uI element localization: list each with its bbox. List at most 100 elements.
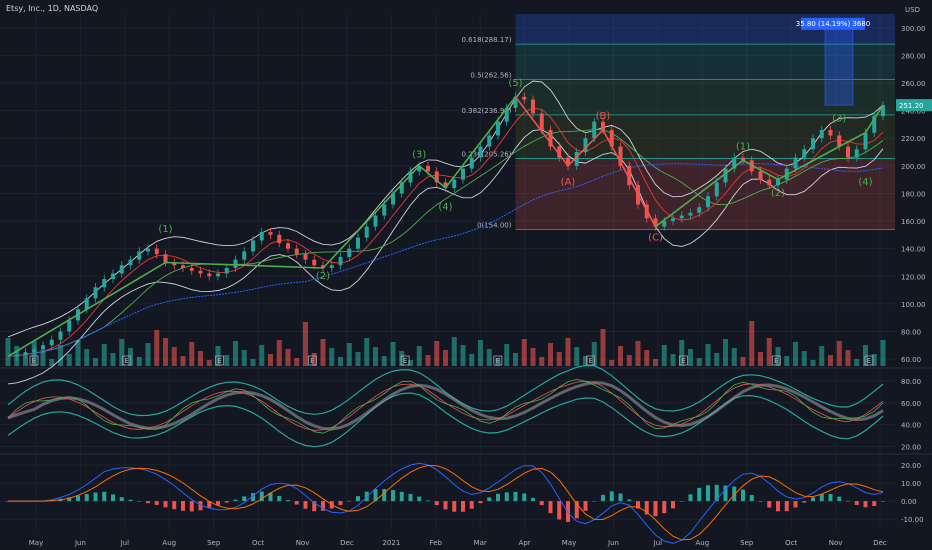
macd-histogram-bar	[189, 501, 194, 512]
time-tick-label: Jun	[607, 539, 619, 547]
candle-body	[277, 234, 282, 244]
volume-bar	[268, 354, 273, 366]
candle-body	[714, 182, 719, 197]
macd-histogram-bar	[653, 501, 658, 517]
time-tick-label: May	[562, 539, 576, 547]
volume-bar	[670, 354, 676, 366]
candle-body	[93, 287, 98, 299]
candle-body	[286, 243, 290, 249]
volume-bar	[688, 349, 693, 366]
macd-histogram-bar	[854, 501, 859, 505]
candle-body	[846, 146, 850, 158]
volume-bar	[819, 346, 825, 366]
candle-body	[811, 138, 815, 150]
wave-label: (C)	[648, 232, 663, 243]
price-tick-label: 120.00	[901, 273, 926, 281]
volume-bar	[758, 352, 763, 366]
volume-bar	[136, 357, 142, 366]
volume-bar	[486, 349, 492, 366]
osc-tick-label: 20.00	[901, 444, 921, 452]
macd-histogram-bar	[784, 501, 789, 512]
candle-body	[198, 270, 203, 274]
volume-bar	[320, 339, 326, 366]
wave-label: (1)	[158, 224, 172, 235]
macd-histogram-bar	[207, 501, 212, 508]
macd-histogram-bar	[592, 501, 597, 502]
osc-line-green	[7, 378, 884, 434]
candle-body	[356, 237, 360, 249]
candle-body	[653, 218, 658, 227]
candle-body	[793, 157, 798, 169]
volume-bar	[705, 344, 711, 366]
fib-level-label: 0.236(205.26)	[462, 151, 512, 159]
volume-bar	[303, 322, 308, 366]
volume-bar	[443, 350, 448, 366]
measure-label: 35.80 (14.19%) 3680	[796, 20, 870, 28]
macd-histogram-bar	[583, 501, 588, 511]
volume-bar	[784, 356, 790, 366]
volume-bar	[591, 342, 597, 366]
candle-body	[426, 165, 430, 172]
impulse-wave-line-2	[655, 104, 884, 228]
candle-body	[399, 182, 404, 194]
earnings-marker	[400, 355, 410, 366]
volume-bar	[854, 359, 860, 366]
macd-histogram-bar	[548, 501, 553, 514]
macd-tick-label: 20.00	[901, 462, 921, 470]
volume-bar	[381, 356, 387, 366]
candle-body	[819, 129, 824, 139]
candle-body	[443, 182, 448, 188]
earnings-marker	[679, 355, 688, 366]
wave-label: (A)	[561, 177, 576, 188]
candle-body	[373, 215, 378, 227]
candle-body	[216, 273, 220, 277]
price-tick-label: 80.00	[901, 328, 921, 336]
time-tick-label: Aug	[162, 539, 176, 547]
candle-body	[181, 265, 185, 268]
candle-body	[408, 171, 413, 183]
candle-body	[854, 149, 859, 158]
macd-histogram-bar	[609, 491, 614, 502]
price-tick-label: 140.00	[901, 246, 926, 254]
volume-bar	[863, 345, 868, 366]
earnings-marker-label: E	[588, 357, 592, 365]
volume-bar	[521, 339, 527, 366]
volume-bar	[364, 338, 370, 366]
volume-bar	[40, 350, 46, 366]
macd-histogram-bar	[277, 496, 282, 502]
volume-bar	[749, 321, 755, 366]
volume-bar	[714, 353, 720, 366]
macd-histogram-bar	[688, 494, 693, 502]
macd-histogram-bar	[487, 497, 492, 502]
candle-body	[627, 165, 632, 186]
volume-bar	[233, 341, 238, 366]
macd-histogram-bar	[268, 492, 273, 502]
candle-body	[487, 135, 492, 147]
fib-zone	[515, 158, 895, 230]
volume-bar	[556, 352, 562, 366]
macd-histogram-bar	[312, 501, 317, 512]
volume-bar	[635, 341, 641, 366]
candle-body	[259, 232, 264, 241]
earnings-marker-label: E	[403, 357, 407, 365]
volume-bar	[810, 360, 816, 366]
price-tick-label: 100.00	[901, 301, 926, 309]
volume-bar	[110, 353, 116, 366]
time-tick-label: May	[29, 539, 43, 547]
macd-histogram-bar	[881, 501, 885, 502]
candle-body	[364, 226, 369, 238]
candle-body	[294, 248, 299, 255]
candle-body	[531, 99, 535, 114]
macd-histogram-bar	[776, 501, 780, 512]
fib-zone	[515, 79, 895, 115]
time-tick-label: Apr	[519, 539, 531, 547]
upper-band	[7, 80, 884, 338]
candle-body	[863, 132, 868, 150]
candle-body	[224, 267, 229, 274]
candle-body	[688, 212, 693, 216]
macd-histogram-bar	[662, 501, 667, 514]
earnings-marker-label: E	[496, 357, 500, 365]
axes: 60.00 80.00 100.00 120.00 140.00 160.00 180.00…	[29, 6, 932, 547]
volume-bar	[101, 344, 107, 366]
